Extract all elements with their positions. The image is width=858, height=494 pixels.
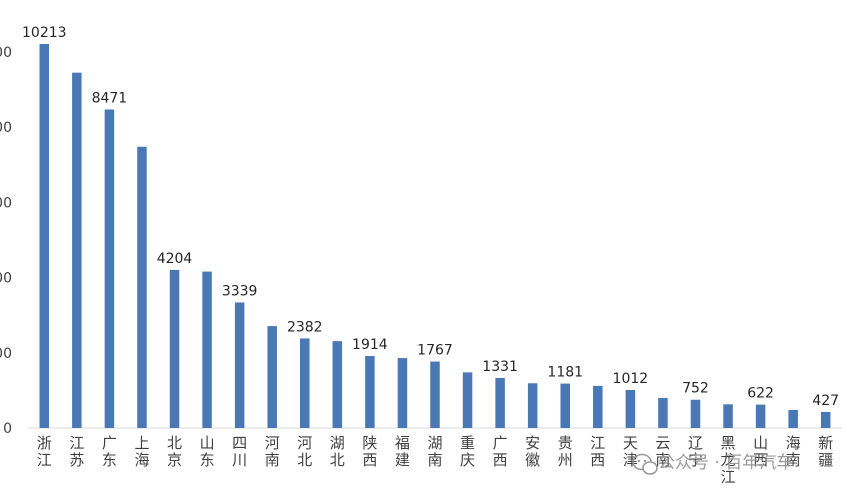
- category-label-4: 北京: [167, 434, 182, 469]
- watermark: 公众号 · 百年汽车: [632, 453, 793, 475]
- y-tick-label: 000: [0, 120, 12, 136]
- category-label-23: 海南: [786, 434, 801, 469]
- bar-7: [267, 326, 277, 428]
- y-tick-label: 000: [0, 195, 12, 211]
- category-label-12: 湖南: [427, 434, 442, 469]
- category-label-9: 湖北: [330, 434, 345, 469]
- category-label-14: 广西: [493, 434, 508, 469]
- category-label-18: 天津: [623, 434, 638, 469]
- category-label-6: 四川: [232, 434, 247, 469]
- bar-12: [430, 361, 440, 428]
- bar-14: [495, 377, 505, 428]
- watermark-text: 公众号 · 百年汽车: [658, 453, 793, 473]
- bar-4: [169, 269, 180, 428]
- bar-23: [788, 409, 798, 428]
- data-label-18: 1012: [613, 371, 649, 387]
- bar-16: [560, 383, 570, 428]
- bar-17: [593, 385, 603, 428]
- data-label-2: 8471: [92, 90, 128, 106]
- category-label-5: 山东: [200, 434, 215, 469]
- bar-9: [332, 341, 343, 428]
- category-label-11: 福建: [395, 434, 410, 469]
- data-label-6: 3339: [222, 283, 258, 299]
- y-tick-label: 000: [0, 271, 12, 287]
- category-label-20: 辽宁: [688, 434, 703, 469]
- bar-6: [234, 302, 245, 428]
- bar-8: [300, 338, 310, 428]
- bars: [39, 43, 831, 429]
- category-label-8: 河北: [297, 434, 312, 469]
- data-label-14: 1331: [482, 359, 518, 375]
- data-label-16: 1181: [547, 365, 583, 381]
- data-label-20: 752: [682, 381, 709, 397]
- category-label-2: 广东: [102, 434, 117, 469]
- bar-18: [625, 389, 636, 428]
- category-label-21: 黑龙江: [721, 434, 736, 486]
- wechat-icon: [632, 453, 658, 475]
- bar-0: [39, 43, 50, 428]
- bar-1: [72, 72, 82, 429]
- data-label-8: 2382: [287, 319, 323, 335]
- data-label-12: 1767: [417, 343, 453, 359]
- y-tick-label: 000: [0, 45, 12, 61]
- data-label-10: 1914: [352, 337, 388, 353]
- bar-13: [462, 372, 473, 428]
- bar-22: [755, 404, 766, 428]
- category-label-10: 陕西: [362, 434, 377, 469]
- category-labels: 浙江江苏广东上海北京山东四川河南河北湖北陕西福建湖南重庆广西安徽贵州江西天津云南…: [37, 434, 833, 486]
- y-tick-label: 0: [3, 421, 12, 437]
- bar-3: [137, 146, 147, 428]
- category-label-17: 江西: [590, 434, 605, 469]
- bar-21: [723, 404, 733, 428]
- category-label-3: 上海: [134, 434, 149, 469]
- bar-24: [820, 411, 831, 428]
- y-axis-ticks: 0000000000000000: [0, 45, 12, 437]
- data-labels: 10213 8471 4204 3339 2382 1914 1767 1331 1181 101…: [22, 25, 839, 409]
- bar-2: [104, 109, 115, 428]
- data-label-4: 4204: [157, 251, 193, 267]
- bar-5: [202, 271, 212, 428]
- data-label-22: 622: [747, 386, 774, 402]
- bar-20: [690, 399, 701, 428]
- bar-10: [365, 356, 375, 428]
- bar-19: [658, 397, 668, 428]
- bar-11: [397, 358, 408, 428]
- category-label-19: 云南: [655, 434, 670, 469]
- category-label-0: 浙江: [37, 434, 52, 469]
- category-label-1: 江苏: [69, 434, 84, 469]
- bar-15: [527, 383, 538, 428]
- category-label-22: 山西: [753, 434, 768, 469]
- data-label-24: 427: [812, 393, 839, 409]
- y-tick-label: 000: [0, 346, 12, 362]
- category-label-15: 安徽: [525, 434, 540, 469]
- data-label-0: 10213: [22, 25, 67, 41]
- category-label-24: 新疆: [818, 434, 833, 469]
- category-label-16: 贵州: [558, 434, 573, 469]
- category-label-7: 河南: [265, 434, 280, 469]
- category-label-13: 重庆: [460, 434, 475, 469]
